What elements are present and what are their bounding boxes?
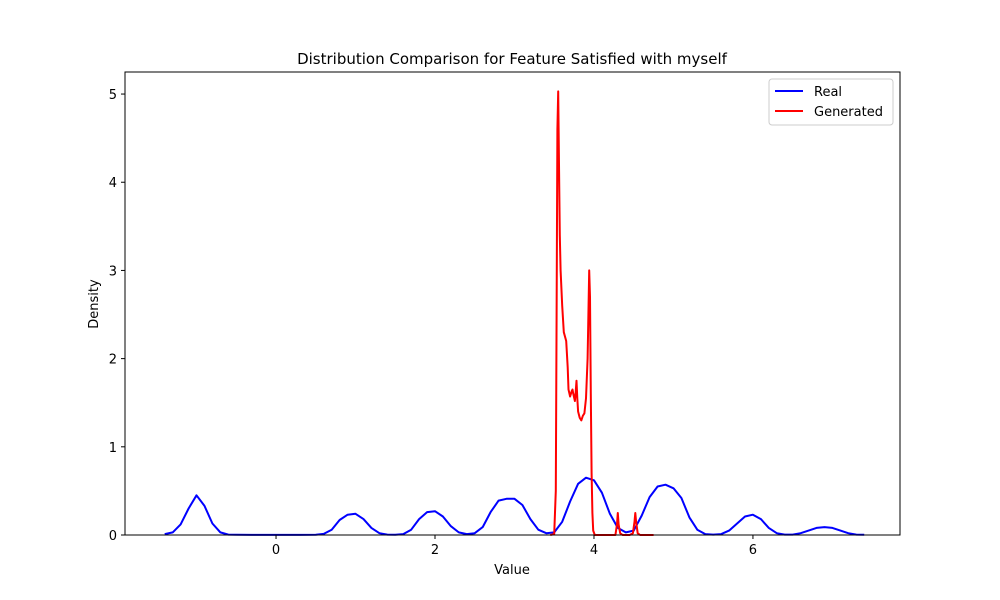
axes-frame bbox=[124, 71, 901, 536]
y-tick-label: 3 bbox=[109, 264, 117, 279]
x-tick-label: 6 bbox=[749, 543, 757, 558]
legend-label-real: Real bbox=[814, 85, 842, 100]
legend-label-generated: Generated bbox=[814, 105, 883, 120]
y-tick-label: 2 bbox=[109, 353, 117, 368]
y-tick-label: 4 bbox=[109, 176, 117, 191]
y-tick-label: 0 bbox=[109, 529, 117, 544]
x-tick-label: 2 bbox=[431, 543, 439, 558]
x-axis-label: Value bbox=[494, 563, 530, 578]
chart-title: Distribution Comparison for Feature Sati… bbox=[297, 50, 728, 68]
y-tick-label: 1 bbox=[109, 441, 117, 456]
series-line-real bbox=[164, 476, 865, 536]
y-axis-label: Density bbox=[87, 279, 102, 329]
y-tick-label: 5 bbox=[109, 88, 117, 103]
x-axis-ticks: 0 2 4 6 bbox=[272, 535, 757, 558]
legend: Real Generated bbox=[768, 78, 894, 126]
plot-area bbox=[124, 71, 901, 536]
x-tick-label: 0 bbox=[272, 543, 280, 558]
y-axis-ticks: 0 1 2 3 4 5 bbox=[109, 88, 125, 544]
x-tick-label: 4 bbox=[590, 543, 598, 558]
